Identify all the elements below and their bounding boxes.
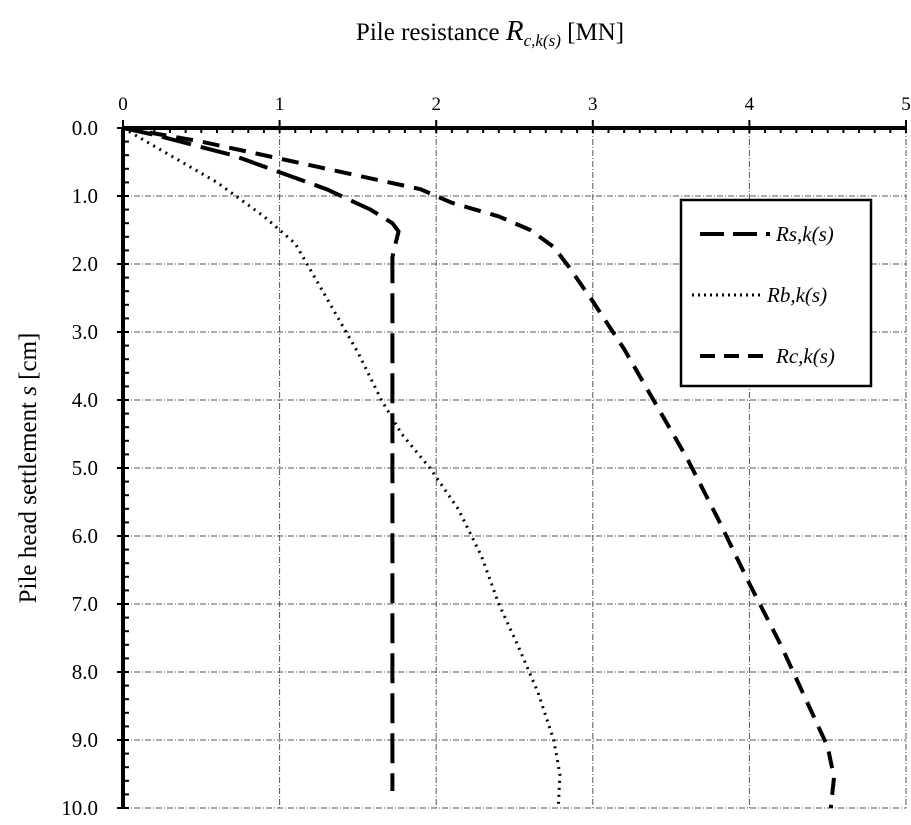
y-tick-label: 1.0 [72, 184, 98, 208]
y-tick-label: 10.0 [61, 796, 98, 820]
series-line-2 [122, 126, 836, 809]
x-axis-title: Pile resistance Rc,k(s) [MN] [356, 15, 624, 50]
series [122, 126, 836, 809]
x-axis-title-subscript: c,k(s) [524, 31, 562, 50]
y-tick-label: 7.0 [72, 592, 98, 616]
series-line-1 [122, 126, 562, 809]
legend-label-rb: Rb,k(s) [766, 283, 827, 307]
y-axis-title-unit: [cm] [15, 333, 42, 386]
y-tick-label: 0.0 [72, 116, 98, 140]
x-tick-label: 0 [118, 94, 128, 115]
y-tick-label: 9.0 [72, 728, 98, 752]
x-tick-label: 3 [588, 94, 598, 115]
y-tick-label: 5.0 [72, 456, 98, 480]
y-tick-label: 8.0 [72, 660, 98, 684]
x-tick-label: 5 [901, 94, 911, 115]
legend-label-rs: Rs,k(s) [775, 222, 834, 246]
x-axis-title-main: Pile resistance [356, 19, 506, 46]
y-axis-title-symbol: s [15, 386, 42, 396]
x-tick-label: 1 [275, 94, 285, 115]
y-axis-title: Pile head settlement s [cm] [15, 333, 42, 604]
x-tick-label: 4 [745, 94, 755, 115]
legend: Rs,k(s) Rb,k(s) Rc,k(s) [679, 198, 873, 388]
y-tick-label: 3.0 [72, 320, 98, 344]
x-axis-title-symbol: R [505, 15, 524, 47]
legend-label-rc: Rc,k(s) [775, 344, 835, 368]
axes [117, 120, 907, 809]
x-tick-label: 2 [431, 94, 441, 115]
series-line-0 [122, 126, 401, 791]
x-axis-title-unit: [MN] [561, 19, 624, 46]
y-axis-title-main: Pile head settlement [15, 396, 42, 604]
y-tick-label: 2.0 [72, 252, 98, 276]
tick-labels: 0 1 2 3 4 5 0.0 1.0 2.0 3.0 4.0 5.0 6.0 7.0 8.0 9.0 10.0 [61, 94, 911, 820]
y-tick-label: 4.0 [72, 388, 98, 412]
y-tick-label: 6.0 [72, 524, 98, 548]
